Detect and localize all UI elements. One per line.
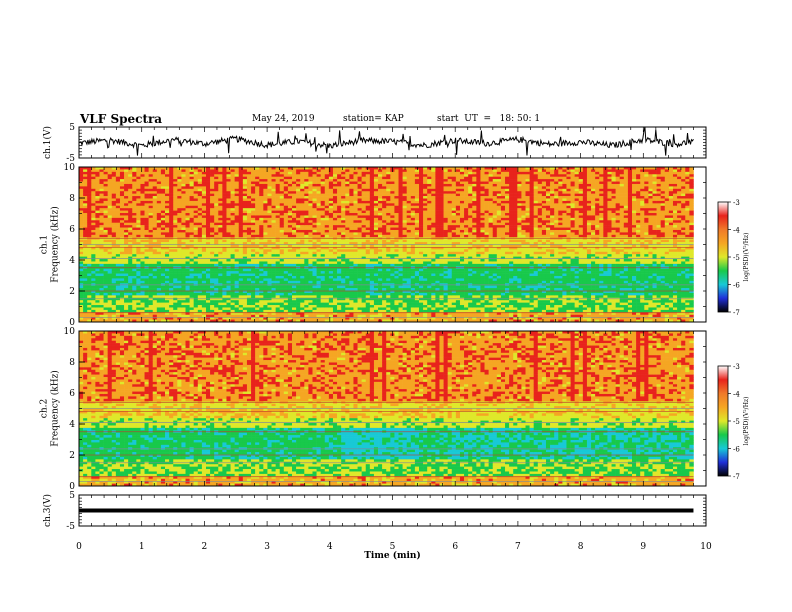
s2-colorbar-tick-label: -4	[733, 391, 740, 399]
x-tick-label: 1	[139, 542, 145, 552]
x-tick-label: 4	[327, 542, 333, 552]
x-tick-label: 3	[264, 542, 270, 552]
w3-ylabel: ch.3(V)	[42, 494, 53, 527]
s1-ylabel-line: ch.1	[40, 235, 50, 254]
s2-colorbar	[718, 366, 728, 476]
s2-ytick-label: 4	[69, 420, 75, 430]
s2-colorbar-tick-label: -5	[733, 418, 740, 426]
s1-colorbar-label: log(PSD)(V²/Hz)	[743, 233, 750, 282]
s1-colorbar	[718, 202, 728, 312]
x-tick-label: 0	[76, 542, 82, 552]
s2-ytick-label: 10	[64, 327, 76, 337]
s2-ylabel-line: Frequency (kHz)	[50, 370, 61, 447]
x-tick-label: 2	[202, 542, 208, 552]
w3-ylabel-line: ch.3(V)	[42, 494, 53, 527]
s2-colorbar-tick-label: -3	[733, 363, 740, 371]
s1-colorbar-tick-label: -6	[733, 282, 740, 290]
s1-ytick-label: 6	[69, 225, 75, 235]
s2-colorbar-tick-label: -7	[733, 473, 740, 481]
s1-ylabel: ch.1 Frequency (kHz)	[40, 206, 61, 283]
x-tick-label: 10	[700, 542, 712, 552]
s1-ytick-label: 4	[69, 256, 75, 266]
s2-ytick-label: 8	[69, 358, 75, 368]
s1-cells	[79, 167, 694, 322]
s1-colorbar-tick-label: -5	[733, 254, 740, 262]
vlf-spectra-figure: VLF Spectra May 24, 2019 station= KAP st…	[0, 0, 792, 612]
w1-ylabel-line: ch.1(V)	[42, 126, 53, 159]
s1-ytick-label: 10	[64, 163, 76, 173]
w1-ylabel: ch.1(V)	[42, 126, 53, 159]
ch1-waveform-line	[79, 127, 693, 156]
s2-ylabel: ch.2 Frequency (kHz)	[40, 370, 61, 447]
x-tick-label: 7	[515, 542, 521, 552]
s2-ytick-label: 6	[69, 389, 75, 399]
w1-ytick-label: 5	[69, 123, 75, 133]
s2-colorbar-label: log(PSD)(V²/Hz)	[743, 397, 750, 446]
x-tick-label: 8	[578, 542, 584, 552]
s2-ytick-label: 2	[69, 451, 75, 461]
s1-ytick-label: 2	[69, 287, 75, 297]
s1-colorbar-tick-label: -7	[733, 309, 740, 317]
s2-cells	[79, 331, 694, 486]
w3-ytick-label: 5	[69, 491, 75, 501]
s2-colorbar-tick-label: -6	[733, 446, 740, 454]
s1-ytick-label: 8	[69, 194, 75, 204]
x-axis-label: Time (min)	[364, 550, 421, 561]
s1-ylabel-line: Frequency (kHz)	[50, 206, 61, 283]
x-tick-label: 9	[640, 542, 646, 552]
s2-ylabel-line: ch.2	[40, 399, 50, 418]
plot-canvas: -55ch.1(V)0246810ch.1 Frequency (kHz)-3-4…	[0, 0, 792, 612]
s1-colorbar-tick-label: -4	[733, 227, 740, 235]
x-tick-label: 6	[452, 542, 458, 552]
s1-colorbar-tick-label: -3	[733, 199, 740, 207]
w3-ytick-label: -5	[66, 522, 75, 532]
